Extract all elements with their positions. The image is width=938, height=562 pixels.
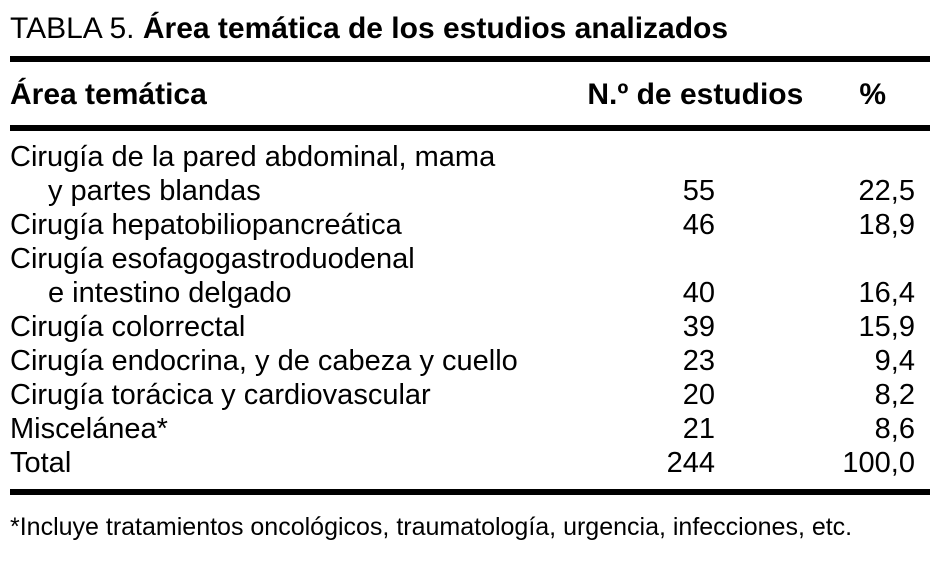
- count-cell: 23: [682, 345, 715, 377]
- area-cell: Total: [10, 447, 72, 479]
- table-row: Cirugía esofagogastroduodenal: [10, 242, 930, 276]
- percent-cell: 16,4: [858, 277, 915, 309]
- percent-cell: [715, 140, 930, 174]
- table-row: Cirugía endocrina, y de cabeza y cuello …: [10, 344, 930, 378]
- header-rule: [10, 125, 930, 131]
- area-cell: Cirugía endocrina, y de cabeza y cuello: [10, 345, 518, 377]
- table-row: Cirugía colorrectal 39 15,9: [10, 310, 930, 344]
- column-header-count: N.º de estudios: [587, 78, 804, 111]
- table-row: y partes blandas 55 22,5: [10, 174, 930, 208]
- percent-cell: 100,0: [842, 447, 915, 479]
- area-cell: Cirugía esofagogastroduodenal: [10, 243, 415, 275]
- count-cell: 21: [682, 413, 715, 445]
- count-cell: 46: [682, 209, 715, 241]
- count-cell: [620, 242, 715, 276]
- table-title: TABLA 5. Área temática de los estudios a…: [10, 12, 930, 46]
- table-row: Cirugía de la pared abdominal, mama: [10, 140, 930, 174]
- table-number-label: TABLA 5.: [10, 12, 135, 45]
- count-cell: [620, 140, 715, 174]
- percent-cell: 18,9: [858, 209, 915, 241]
- table-title-text: Área temática de los estudios analizados: [142, 12, 729, 45]
- top-rule: [10, 56, 930, 62]
- area-cell: Cirugía hepatobiliopancreática: [10, 209, 402, 241]
- area-cell: e intestino delgado: [48, 277, 292, 309]
- bottom-rule: [10, 489, 930, 495]
- area-cell: Miscelánea*: [10, 413, 168, 445]
- area-cell: y partes blandas: [48, 175, 261, 207]
- table-row: Cirugía hepatobiliopancreática 46 18,9: [10, 208, 930, 242]
- table-row: Total 244 100,0: [10, 446, 930, 480]
- percent-cell: [715, 242, 930, 276]
- count-cell: 20: [682, 379, 715, 411]
- count-cell: 40: [682, 277, 715, 309]
- table-row: e intestino delgado 40 16,4: [10, 276, 930, 310]
- count-cell: 55: [682, 175, 715, 207]
- area-cell: Cirugía de la pared abdominal, mama: [10, 141, 496, 173]
- percent-cell: 8,2: [874, 379, 915, 411]
- table-footnote: *Incluye tratamientos oncológicos, traum…: [10, 513, 853, 541]
- percent-cell: 15,9: [858, 311, 915, 343]
- percent-cell: 9,4: [874, 345, 915, 377]
- table-row: Cirugía torácica y cardiovascular 20 8,2: [10, 378, 930, 412]
- table-row: Miscelánea* 21 8,6: [10, 412, 930, 446]
- area-cell: Cirugía colorrectal: [10, 311, 246, 343]
- percent-cell: 22,5: [858, 175, 915, 207]
- column-header-area: Área temática: [10, 78, 207, 111]
- percent-cell: 8,6: [874, 413, 915, 445]
- table-body: Cirugía de la pared abdominal, mama y pa…: [10, 131, 930, 489]
- table-header-row: Área temática N.º de estudios %: [10, 62, 930, 125]
- area-cell: Cirugía torácica y cardiovascular: [10, 379, 431, 411]
- count-cell: 244: [666, 447, 715, 479]
- count-cell: 39: [682, 311, 715, 343]
- column-header-percent: %: [859, 78, 886, 111]
